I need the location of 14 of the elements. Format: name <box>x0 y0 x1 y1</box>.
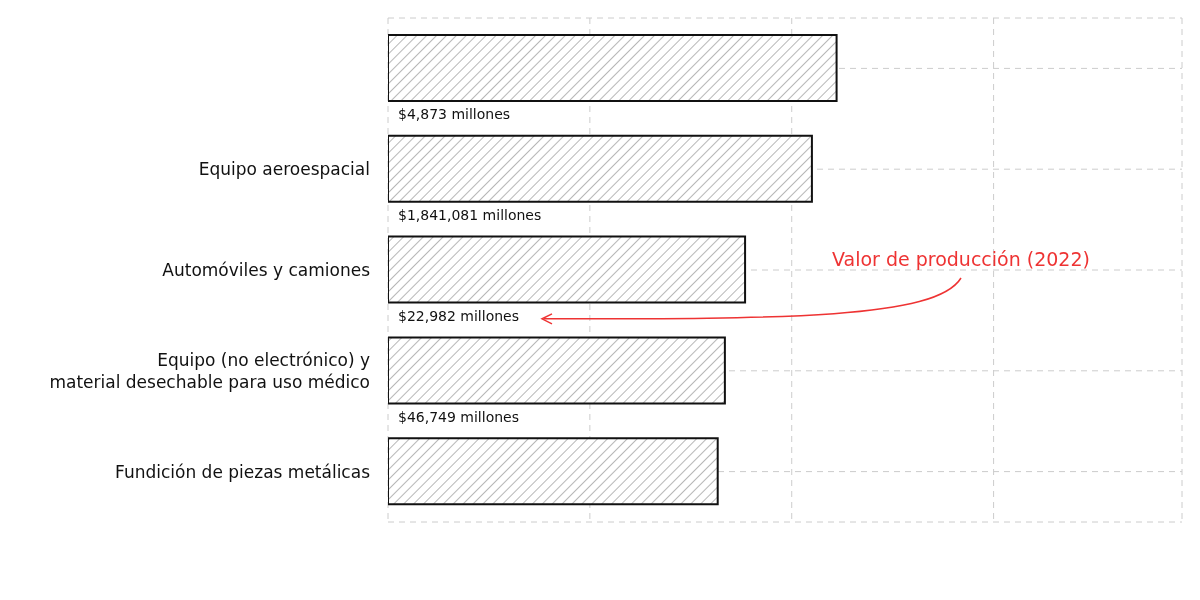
y-tick-label: Fundición de piezas metálicas <box>115 461 371 482</box>
y-tick-label: Equipo (no electrónico) y material desechable para uso médico <box>49 349 370 392</box>
bar <box>388 235 747 304</box>
bar <box>388 34 838 102</box>
annotation: $22,982 millones <box>398 307 519 324</box>
y-tick-label: Equipo aeroespacial <box>198 159 370 180</box>
bar <box>388 134 813 203</box>
annotation: Valor de producción (2022) <box>832 248 1090 270</box>
bar <box>388 437 719 506</box>
bar <box>388 336 726 405</box>
annotation: $1,841,081 millones <box>398 207 542 223</box>
annotation: $4,873 millones <box>398 106 511 123</box>
y-tick-label: Automóviles y camiones <box>162 260 371 280</box>
annotation: $46,749 millones <box>398 408 519 425</box>
